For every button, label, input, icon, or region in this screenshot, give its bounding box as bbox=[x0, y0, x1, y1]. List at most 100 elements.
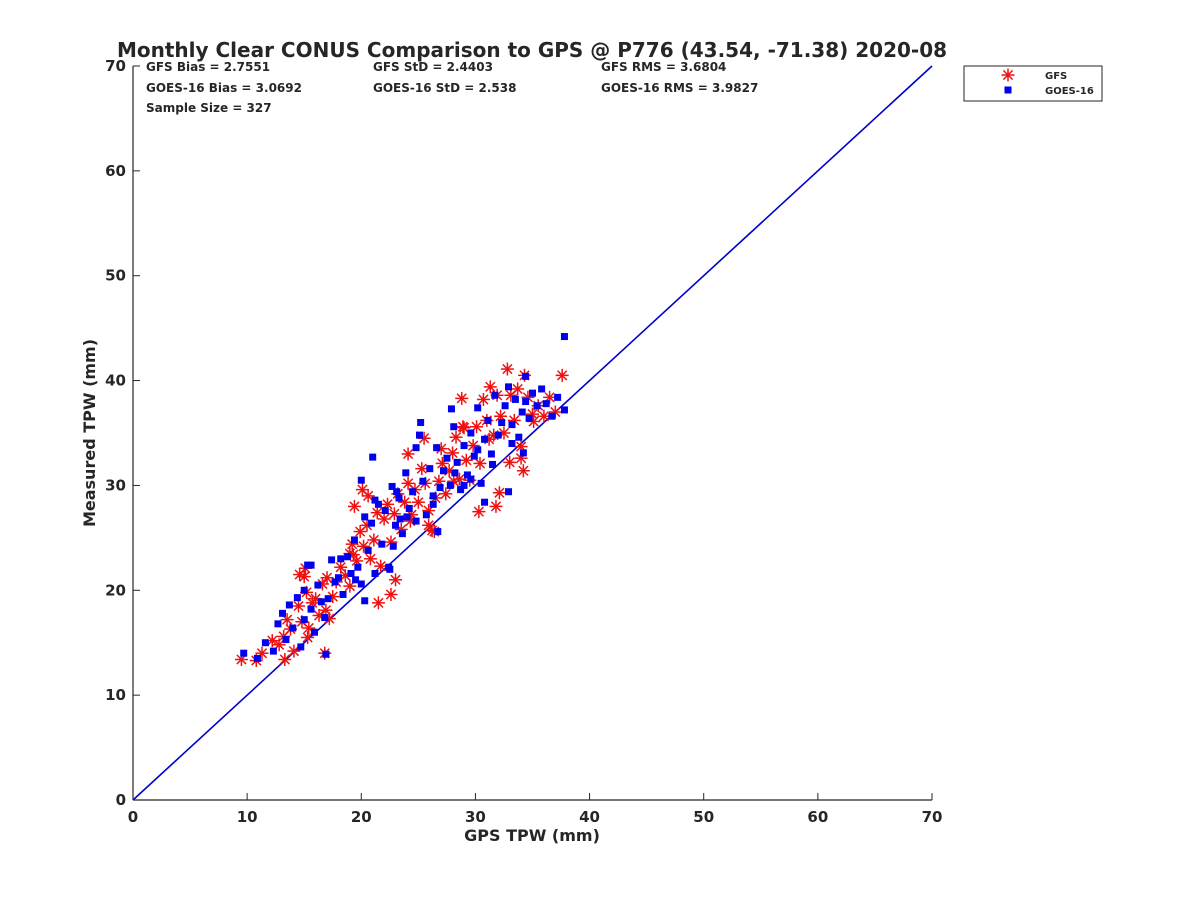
goes16-point bbox=[501, 402, 509, 410]
gfs-point bbox=[301, 630, 315, 644]
goes16-point bbox=[460, 442, 468, 450]
goes16-point bbox=[337, 555, 345, 563]
goes16-point bbox=[491, 391, 499, 399]
gfs-point bbox=[422, 518, 436, 532]
legend: GFS GOES-16 bbox=[963, 65, 1103, 102]
gfs-point bbox=[347, 499, 361, 513]
goes16-point bbox=[560, 333, 568, 341]
goes16-point bbox=[334, 574, 342, 582]
gfs-point bbox=[361, 489, 375, 503]
gfs-point bbox=[377, 512, 391, 526]
goes16-point bbox=[403, 513, 411, 521]
goes16-point bbox=[508, 421, 516, 429]
goes16-point bbox=[446, 481, 454, 489]
stat-gfs-rms: GFS RMS = 3.6804 bbox=[601, 60, 726, 74]
gfs-point bbox=[457, 421, 471, 435]
goes16-point bbox=[484, 416, 492, 424]
goes16-point bbox=[481, 498, 489, 506]
goes16-point bbox=[402, 469, 410, 477]
gfs-point bbox=[384, 587, 398, 601]
y-tick-label: 0 bbox=[116, 791, 126, 809]
goes16-point bbox=[439, 467, 447, 475]
goes16-point bbox=[525, 414, 533, 422]
gfs-point bbox=[320, 571, 334, 585]
gfs-point bbox=[455, 391, 469, 405]
goes16-point bbox=[474, 404, 482, 412]
goes16-point bbox=[289, 624, 297, 632]
legend-gfs-marker bbox=[1001, 68, 1015, 82]
goes16-point bbox=[282, 636, 290, 644]
goes16-point bbox=[560, 406, 568, 414]
gfs-point bbox=[367, 533, 381, 547]
goes16-point bbox=[361, 597, 369, 605]
goes16-point bbox=[392, 521, 400, 529]
legend-label-goes16: GOES-16 bbox=[1045, 86, 1094, 97]
legend-box bbox=[963, 65, 1103, 102]
plot-area: 0 10 20 30 40 50 60 70 0 10 20 30 40 50 60 70 bbox=[105, 57, 942, 826]
reference-line-layer bbox=[132, 65, 933, 801]
legend-goes-marker bbox=[1004, 86, 1012, 94]
goes16-point bbox=[389, 542, 397, 550]
goes16-point bbox=[371, 496, 379, 504]
goes16-point bbox=[393, 488, 401, 496]
goes16-point bbox=[467, 475, 475, 483]
goes16-point bbox=[522, 398, 530, 406]
goes16-series bbox=[240, 333, 568, 662]
goes16-point bbox=[429, 500, 437, 508]
gfs-point bbox=[415, 462, 429, 476]
goes16-point bbox=[293, 594, 301, 602]
goes16-point bbox=[395, 494, 403, 502]
goes16-point bbox=[261, 639, 269, 647]
y-tick-label: 40 bbox=[105, 372, 126, 390]
goes16-point bbox=[364, 546, 372, 554]
goes16-point bbox=[269, 647, 277, 655]
goes16-point bbox=[426, 465, 434, 473]
goes16-point bbox=[279, 609, 287, 617]
y-axis-label: Measured TPW (mm) bbox=[80, 339, 99, 527]
goes16-point bbox=[409, 488, 417, 496]
goes16-point bbox=[474, 446, 482, 454]
gfs-point bbox=[449, 430, 463, 444]
goes16-point bbox=[310, 628, 318, 636]
x-tick-label: 0 bbox=[128, 808, 138, 826]
gfs-point bbox=[473, 456, 487, 470]
goes16-point bbox=[477, 479, 485, 487]
goes16-point bbox=[529, 389, 536, 397]
goes16-point bbox=[443, 454, 451, 462]
goes16-point bbox=[494, 431, 502, 439]
gfs-point bbox=[483, 380, 497, 394]
goes16-point bbox=[307, 561, 315, 569]
x-axis-label: GPS TPW (mm) bbox=[464, 826, 600, 845]
goes16-point bbox=[450, 423, 458, 431]
x-tick-label: 50 bbox=[693, 808, 714, 826]
x-tick-label: 40 bbox=[579, 808, 600, 826]
goes16-point bbox=[344, 553, 352, 561]
goes16-point bbox=[398, 530, 406, 538]
goes16-point bbox=[405, 504, 413, 512]
goes16-point bbox=[511, 395, 519, 403]
stats-block: GFS Bias = 2.7551 GFS StD = 2.4403 GFS R… bbox=[146, 60, 758, 115]
legend-goes16-square bbox=[1004, 86, 1012, 94]
goes16-point bbox=[300, 616, 308, 624]
goes16-point bbox=[542, 400, 550, 408]
goes16-point bbox=[489, 460, 497, 468]
goes16-point bbox=[314, 581, 322, 589]
gfs-point bbox=[371, 596, 385, 610]
goes16-point bbox=[317, 598, 325, 606]
gfs-point bbox=[374, 559, 388, 573]
gfs-point bbox=[287, 644, 301, 658]
stat-goes-rms: GOES-16 RMS = 3.9827 bbox=[601, 81, 758, 95]
y-tick-label: 30 bbox=[105, 476, 126, 494]
goes16-point bbox=[412, 444, 420, 452]
goes16-point bbox=[371, 570, 379, 578]
goes16-point bbox=[470, 452, 478, 460]
goes16-point bbox=[508, 439, 516, 447]
goes16-point bbox=[386, 565, 394, 573]
gfs-point bbox=[555, 368, 569, 382]
gfs-point bbox=[500, 362, 514, 376]
goes16-point bbox=[505, 383, 513, 391]
stat-goes-bias: GOES-16 Bias = 3.0692 bbox=[146, 81, 302, 95]
goes16-point bbox=[412, 517, 420, 525]
goes16-point bbox=[297, 643, 305, 651]
